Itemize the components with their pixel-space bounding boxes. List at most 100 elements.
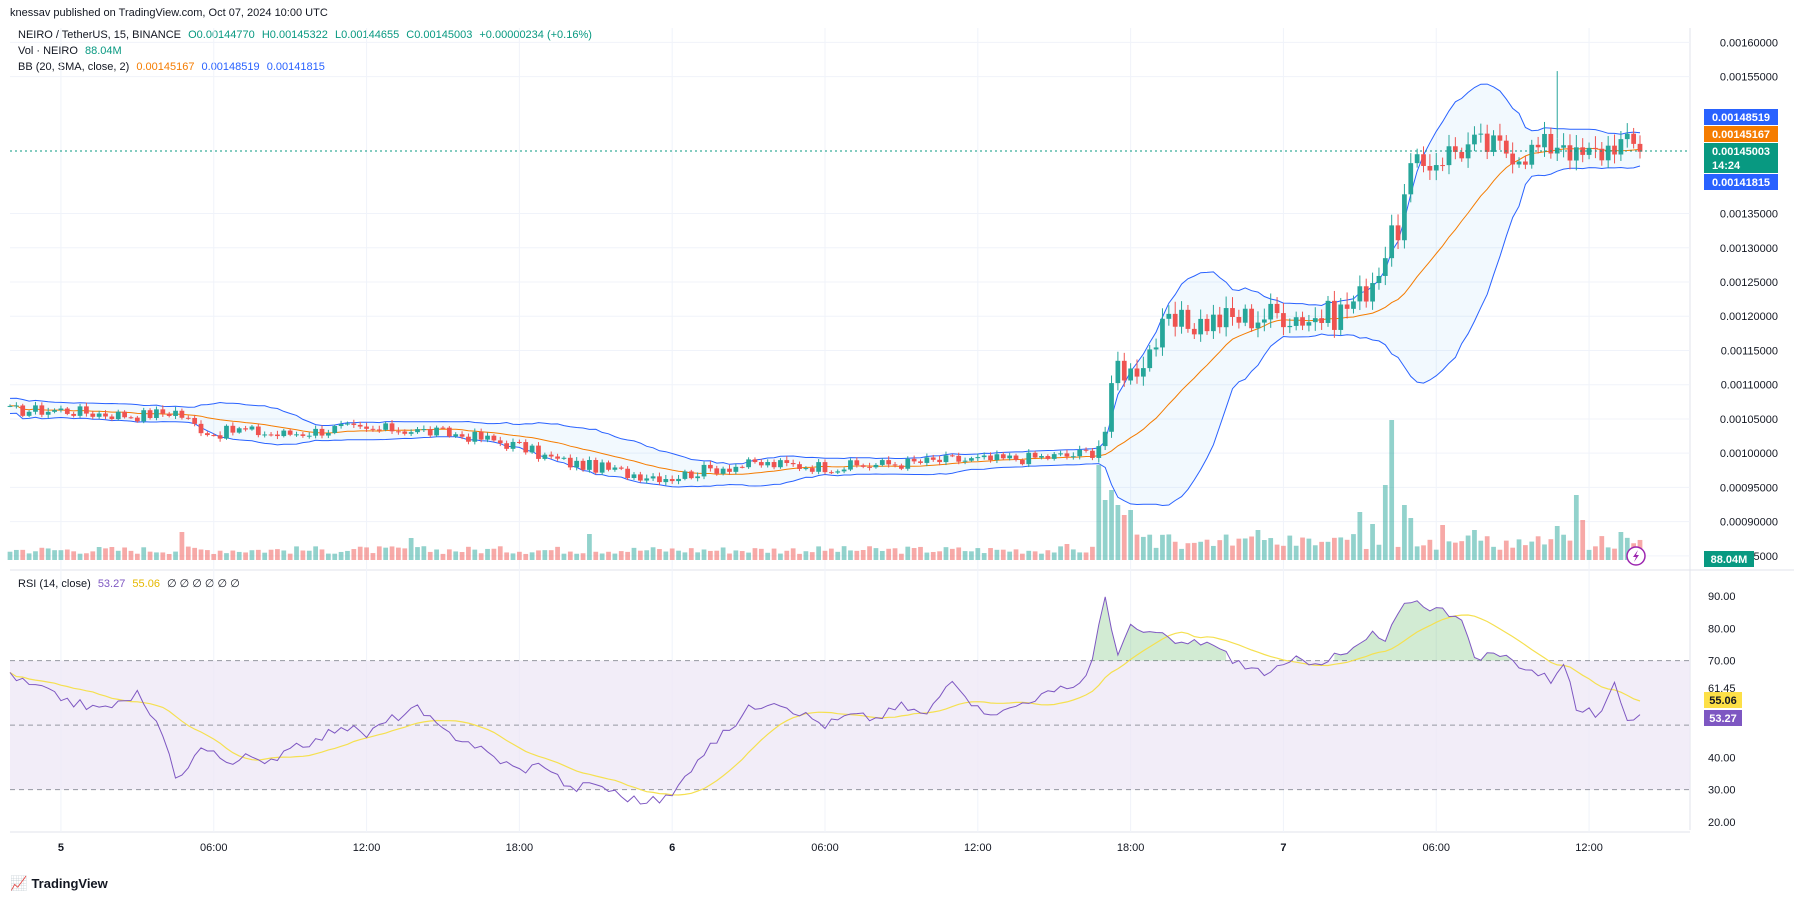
candle-body <box>249 426 255 430</box>
volume-bar <box>1561 534 1566 560</box>
candle-body <box>211 435 217 437</box>
candle-body <box>1115 360 1121 384</box>
candle-body <box>797 464 802 469</box>
volume-bar <box>1179 548 1184 560</box>
volume-bar <box>892 548 898 560</box>
candle-body <box>555 456 560 459</box>
price-tick-label: 0.00115000 <box>1721 345 1778 357</box>
candle-body <box>784 460 790 463</box>
volume-bar <box>1293 545 1299 560</box>
candle-body <box>421 429 427 431</box>
time-axis[interactable]: 5 06:00 12:00 18:00 6 06:00 12:00 18:00 7 06:00 12… <box>58 842 1603 854</box>
candle-body <box>1376 275 1382 284</box>
volume-bar <box>383 547 389 560</box>
candle-body <box>1433 165 1439 171</box>
volume-bar <box>510 553 516 560</box>
volume-bar <box>517 551 522 560</box>
volume-bar <box>128 550 134 560</box>
volume-bar <box>1013 549 1019 560</box>
volume-bar <box>1287 535 1293 560</box>
symbol-name[interactable]: NEIRO / TetherUS, 15, BINANCE <box>18 29 182 41</box>
candle-body <box>1268 303 1274 320</box>
volume-bar <box>351 549 357 560</box>
candle-body <box>854 460 860 466</box>
candle-body <box>275 434 280 437</box>
volume-bar <box>771 548 777 560</box>
volume-bar <box>1548 539 1554 560</box>
candle-body <box>1051 454 1057 459</box>
rsi-zone <box>10 660 1690 791</box>
volume-bar <box>230 550 236 560</box>
bb-label[interactable]: BB (20, SMA, close, 2) <box>18 61 130 73</box>
flash-icon[interactable] <box>1626 546 1646 566</box>
volume-bar <box>262 552 268 560</box>
candle-body <box>1612 145 1617 155</box>
candle-body <box>1083 449 1089 451</box>
candle-body <box>574 460 580 468</box>
volume-bar <box>1433 549 1439 560</box>
volume-bar <box>988 548 993 560</box>
volume-bar <box>918 546 923 560</box>
volume-bar <box>860 550 866 560</box>
candle-body <box>1160 318 1165 348</box>
volume-bar <box>943 547 949 560</box>
rsi-tick-label: 90.00 <box>1708 591 1736 603</box>
candle-body <box>1478 133 1484 135</box>
candle-body <box>319 428 325 436</box>
candle-body <box>332 426 338 434</box>
volume-bar <box>848 550 853 560</box>
candle-body <box>205 433 210 436</box>
volume-bar <box>491 548 497 560</box>
candle-body <box>1548 133 1554 154</box>
volume-bar <box>975 548 981 560</box>
volume-bar <box>71 551 77 560</box>
volume-bar <box>905 546 911 560</box>
candle-body <box>1191 328 1197 335</box>
rsi-tick-label: 30.00 <box>1708 785 1736 797</box>
volume-bar <box>809 552 815 560</box>
volume-bar <box>300 550 306 560</box>
volume-bar <box>1586 549 1592 560</box>
rsi-ma-value: 55.06 <box>132 578 160 590</box>
volume-bar <box>1542 544 1547 560</box>
bb-basis-value: 0.00145167 <box>136 61 195 73</box>
candle-body <box>1618 139 1624 155</box>
candle-body <box>739 466 745 468</box>
rsi-label[interactable]: RSI (14, close) <box>18 578 91 590</box>
volume-bar <box>790 548 796 560</box>
bb-lower-tag-text: 0.00141815 <box>1712 177 1770 189</box>
grid-lines <box>10 28 1690 832</box>
candle-body <box>1026 452 1032 465</box>
volume-bar <box>1427 539 1433 560</box>
volume-bar <box>166 553 172 560</box>
candle-body <box>1134 368 1140 377</box>
last-price-tag <box>1704 143 1778 173</box>
candle-body <box>809 468 815 472</box>
volume-value: 88.04M <box>84 45 122 57</box>
volume-bar <box>1020 553 1025 560</box>
volume-bar <box>994 549 1000 560</box>
volume-bar <box>1567 540 1573 560</box>
volume-bar <box>376 546 382 560</box>
volume-label[interactable]: Vol · NEIRO <box>18 45 78 57</box>
volume-bar <box>746 552 751 560</box>
volume-bar <box>1230 545 1235 560</box>
volume-bar <box>1465 535 1471 560</box>
price-tick-label: 0.00095000 <box>1720 482 1778 494</box>
candle-body <box>841 469 847 472</box>
volume-bar <box>370 553 376 560</box>
candle-body <box>313 428 318 436</box>
rsi-ma-line <box>9 614 1641 796</box>
candle-body <box>899 465 904 469</box>
volume-bar <box>1319 541 1325 560</box>
volume-bar <box>1007 551 1013 560</box>
volume-bar <box>701 549 707 560</box>
candle-body <box>1325 300 1331 323</box>
footer-brand[interactable]: 📈 TradingView <box>10 875 108 892</box>
candle-body <box>618 467 624 469</box>
volume-bar <box>752 548 758 560</box>
candle-body <box>1510 153 1516 165</box>
candle-body <box>879 460 885 465</box>
